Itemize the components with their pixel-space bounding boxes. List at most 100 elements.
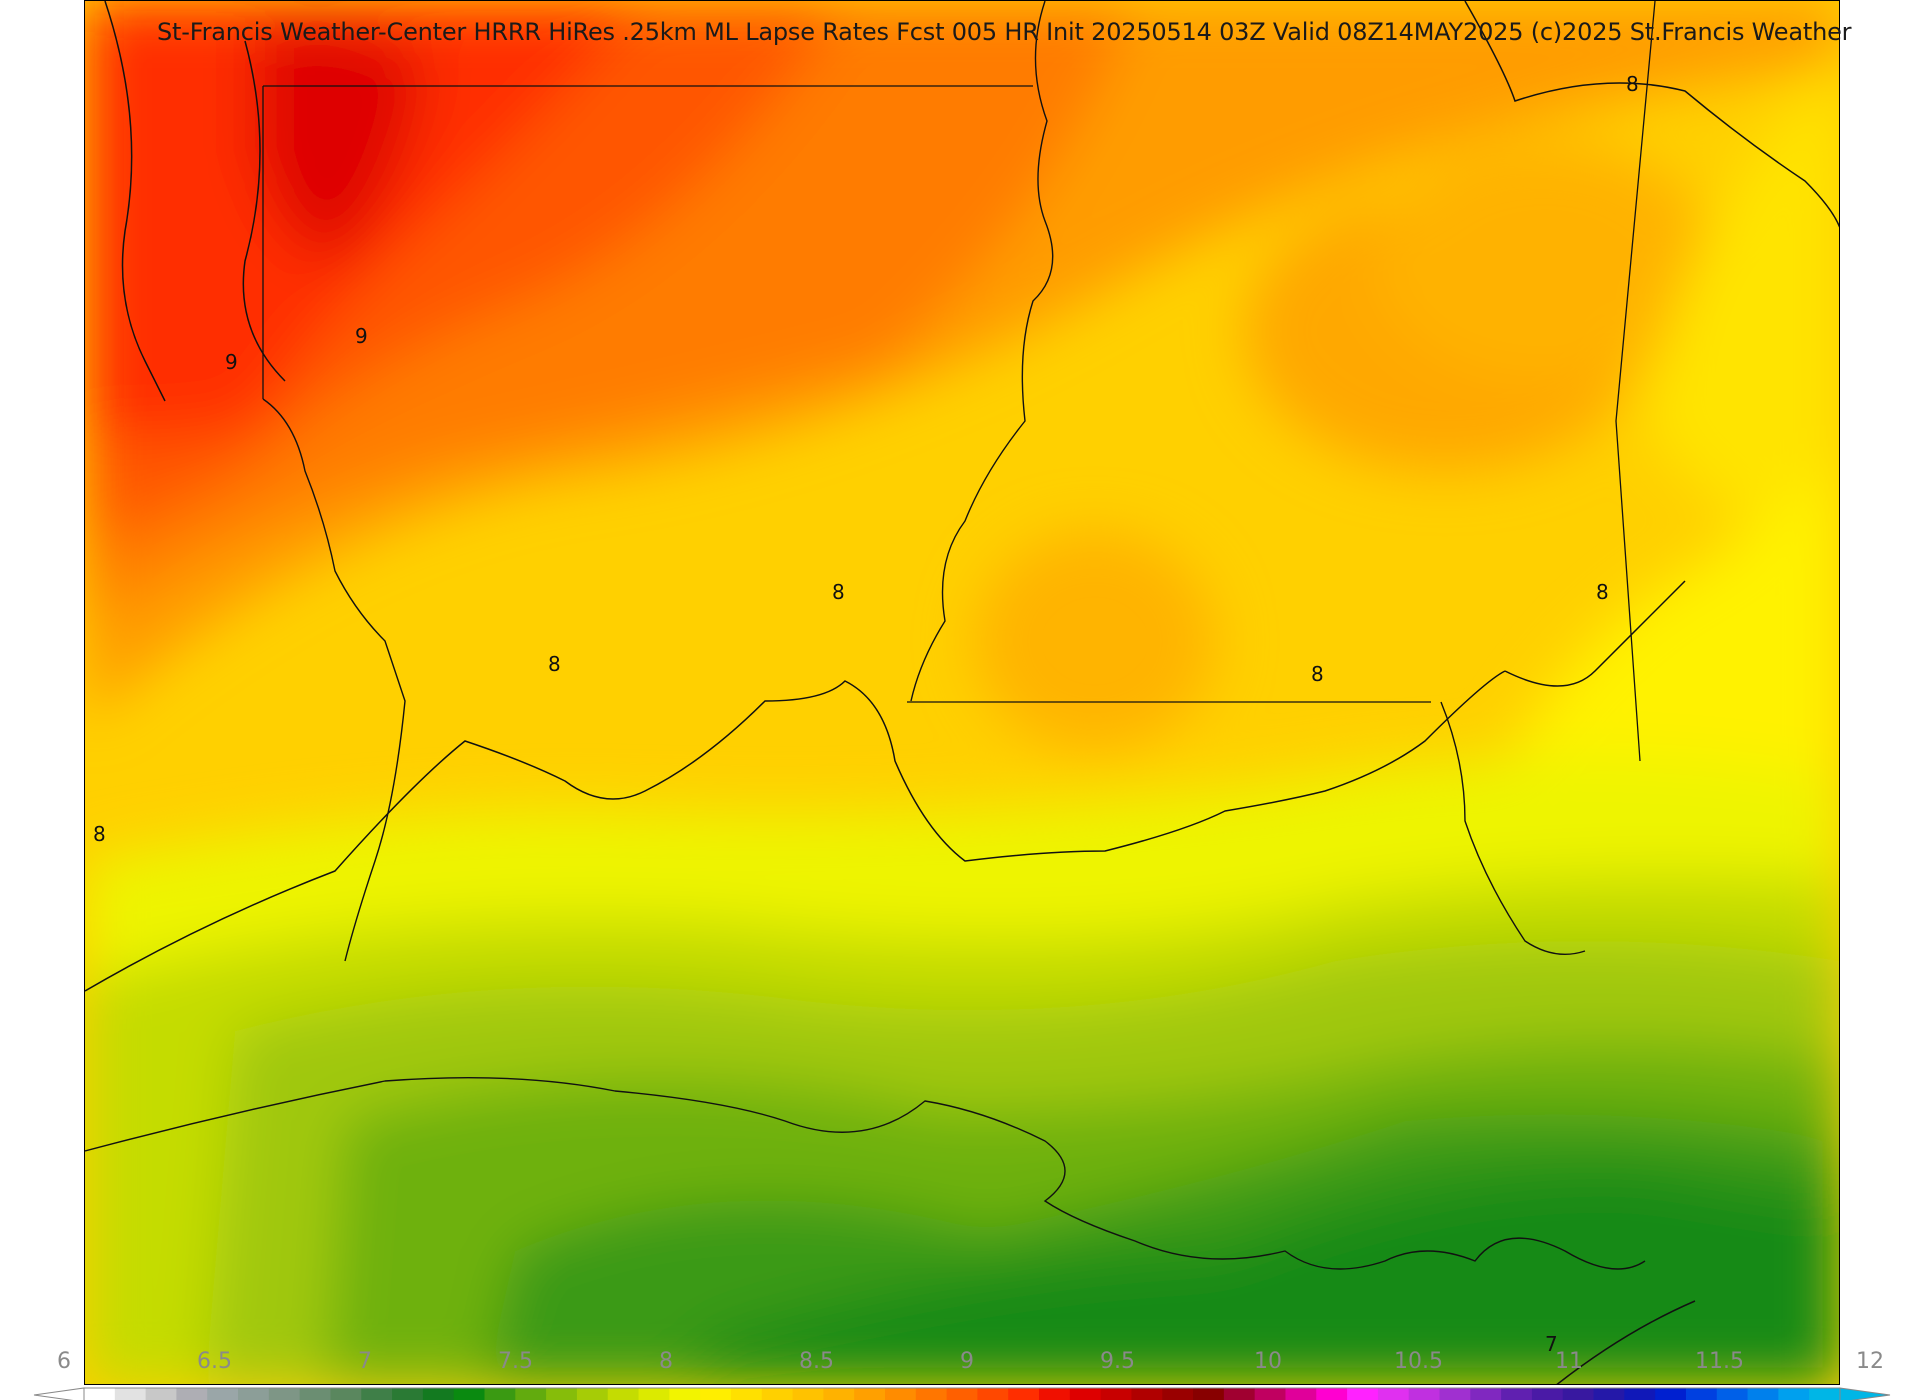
- colorbar-cell: [1501, 1388, 1533, 1400]
- contour-8-north: [1464, 1, 1839, 228]
- colorbar-tick-label: 8: [659, 1349, 673, 1374]
- colorbar-cell: [299, 1388, 332, 1400]
- colorbar-cell: [1316, 1388, 1348, 1400]
- colorbar-cell: [915, 1388, 948, 1400]
- colorbar-cell: [207, 1388, 239, 1400]
- contour-label-9a: 9: [225, 350, 238, 374]
- colorbar-cell: [330, 1388, 362, 1400]
- colorbar: [33, 1387, 1891, 1400]
- gulf-coastline: [85, 1076, 1646, 1270]
- colorbar-cell: [823, 1388, 855, 1400]
- colorbar-cell: [84, 1388, 116, 1400]
- colorbar-cell: [946, 1388, 979, 1400]
- contour-label-7: 7: [1545, 1332, 1558, 1356]
- colorbar-cell: [576, 1388, 609, 1400]
- colorbar-cell: [761, 1388, 794, 1400]
- colorbar-cell: [515, 1388, 547, 1400]
- map-title: St-Francis Weather-Center HRRR HiRes .25…: [157, 18, 1852, 46]
- contour-label-8e: 8: [1596, 580, 1609, 604]
- colorbar-cell: [114, 1388, 147, 1400]
- mississippi-river: [910, 1, 1054, 702]
- contour-9-east: [242, 40, 286, 382]
- colorbar-cell: [1347, 1388, 1379, 1400]
- contour-7: [1556, 1300, 1696, 1384]
- colorbar-cell: [1223, 1388, 1256, 1400]
- colorbar-cell: [1377, 1388, 1410, 1400]
- colorbar-cell: [730, 1388, 763, 1400]
- colorbar-tick-label: 6: [57, 1349, 71, 1374]
- coastline-rivers: [85, 1, 1646, 1270]
- colorbar-cell: [669, 1388, 701, 1400]
- colorbar-low-arrow: [33, 1387, 85, 1400]
- colorbar-cell: [607, 1388, 640, 1400]
- colorbar-cell: [1593, 1388, 1625, 1400]
- colorbar-cell: [1069, 1388, 1102, 1400]
- pearl-river: [1440, 701, 1586, 956]
- colorbar-cell: [268, 1388, 301, 1400]
- colorbar-cell: [238, 1388, 270, 1400]
- colorbar-cell: [176, 1388, 208, 1400]
- colorbar-tick-label: 9.5: [1100, 1349, 1135, 1374]
- lapse-rate-field: [85, 1, 1839, 1384]
- contour-label-8d: 8: [1311, 662, 1324, 686]
- colorbar-cell: [453, 1388, 486, 1400]
- colorbar-cell: [977, 1388, 1009, 1400]
- colorbar-tick-label: 11: [1555, 1349, 1583, 1374]
- colorbar-cell: [638, 1388, 670, 1400]
- colorbar-cell: [1470, 1388, 1502, 1400]
- colorbar-cell: [145, 1388, 178, 1400]
- map-frame: 9 9 8 8 8 8 8 8 7: [84, 0, 1840, 1385]
- colorbar-cell: [392, 1388, 424, 1400]
- lapse-rate-map: 9 9 8 8 8 8 8 8 7: [85, 1, 1839, 1384]
- western-river: [262, 398, 406, 962]
- contour-8-west: [85, 670, 1506, 992]
- colorbar-cell: [1100, 1388, 1133, 1400]
- colorbar-tick-label: 10: [1254, 1349, 1282, 1374]
- colorbar-cell: [884, 1388, 917, 1400]
- colorbar-cell: [1162, 1388, 1194, 1400]
- colorbar-cell: [1408, 1388, 1441, 1400]
- colorbar-cell: [484, 1388, 516, 1400]
- colorbar-tick-label: 9: [960, 1349, 974, 1374]
- colorbar-cell: [1131, 1388, 1163, 1400]
- contour-label-group: 9 9 8 8 8 8 8 8 7: [93, 72, 1639, 1356]
- colorbar-cell: [1008, 1388, 1040, 1400]
- colorbar-tick-label: 6.5: [197, 1349, 232, 1374]
- colorbar-tick-label: 12: [1856, 1349, 1884, 1374]
- contour-9-west: [104, 1, 166, 402]
- colorbar-cell: [1531, 1388, 1564, 1400]
- contour-label-8a: 8: [1626, 72, 1639, 96]
- colorbar-cell: [854, 1388, 886, 1400]
- colorbar-high-arrow: [1839, 1387, 1891, 1400]
- colorbar-tick-label: 7.5: [498, 1349, 533, 1374]
- colorbar-cell: [1716, 1388, 1749, 1400]
- contour-label-8f: 8: [93, 822, 106, 846]
- state-border-east: [1615, 1, 1656, 762]
- contour-label-8b: 8: [832, 580, 845, 604]
- colorbar-tick-label: 10.5: [1394, 1349, 1443, 1374]
- state-boundaries: [262, 1, 1656, 762]
- colorbar-cell: [700, 1388, 732, 1400]
- colorbar-cell: [1039, 1388, 1071, 1400]
- colorbar-cell: [1624, 1388, 1656, 1400]
- colorbar-cell: [1193, 1388, 1225, 1400]
- contour-label-9b: 9: [355, 324, 368, 348]
- colorbar-cell: [546, 1388, 578, 1400]
- colorbar-cell: [1685, 1388, 1718, 1400]
- contour-8-east: [1504, 580, 1686, 687]
- colorbar-cell: [792, 1388, 824, 1400]
- colorbar-cells: [83, 1387, 1841, 1400]
- colorbar-cell: [1439, 1388, 1471, 1400]
- colorbar-tick-label: 11.5: [1695, 1349, 1744, 1374]
- colorbar-cell: [422, 1388, 455, 1400]
- colorbar-tick-label: 8.5: [799, 1349, 834, 1374]
- colorbar-cell: [1254, 1388, 1287, 1400]
- contour-label-8c: 8: [548, 652, 561, 676]
- colorbar-cell: [1747, 1388, 1779, 1400]
- colorbar-tick-label: 7: [358, 1349, 372, 1374]
- colorbar-cell: [1285, 1388, 1317, 1400]
- contour-lines: [85, 1, 1839, 1384]
- colorbar-cell: [361, 1388, 393, 1400]
- colorbar-cell: [1809, 1388, 1841, 1400]
- colorbar-cell: [1655, 1388, 1687, 1400]
